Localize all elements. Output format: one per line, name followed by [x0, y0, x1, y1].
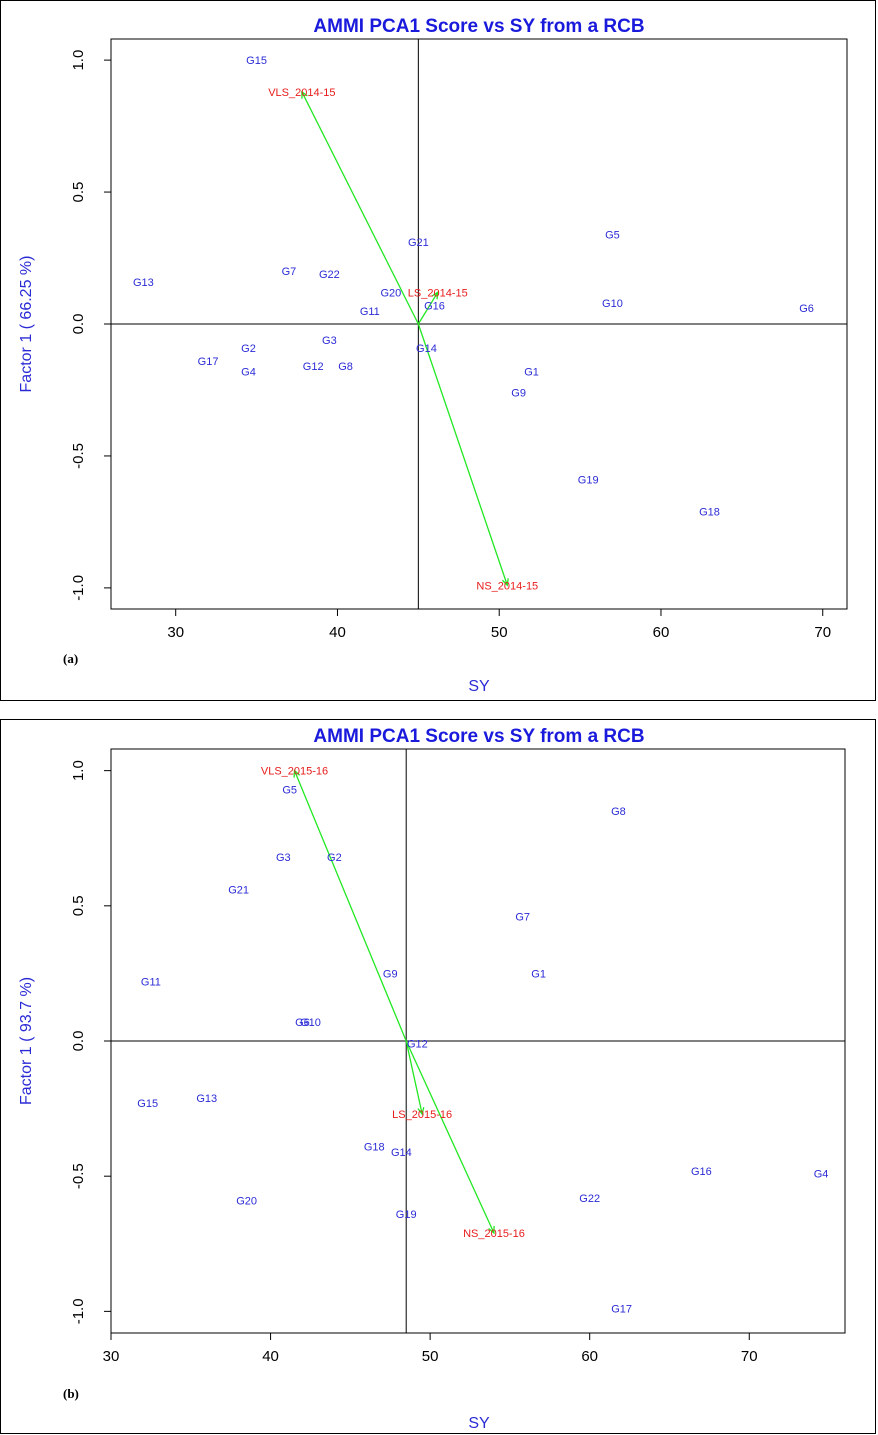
panel-tag: (b): [63, 1386, 79, 1401]
genotype-label: G8: [611, 806, 626, 818]
genotype-label: G2: [241, 343, 256, 355]
genotype-label: G9: [383, 968, 398, 980]
genotype-label: G3: [322, 335, 337, 347]
genotype-label: G13: [196, 1093, 217, 1105]
genotype-label: G22: [319, 269, 340, 281]
genotype-label: G5: [282, 785, 297, 797]
environment-vector: [417, 323, 508, 586]
genotype-label: G16: [691, 1166, 712, 1178]
y-tick-label: 0.0: [70, 314, 87, 335]
genotype-label: G9: [511, 388, 526, 400]
genotype-label: G12: [407, 1039, 428, 1051]
chart-panel-b: AMMI PCA1 Score vs SY from a RCB 30 40 50 6…: [0, 719, 876, 1434]
environment-label: LS_2014-15: [408, 287, 468, 299]
genotype-label: G18: [364, 1141, 385, 1153]
x-axis-label: SY: [468, 678, 490, 695]
vector-arrowhead: [301, 90, 308, 99]
genotype-label: G21: [408, 237, 429, 249]
genotype-label: G17: [198, 356, 219, 368]
chart-a-svg: AMMI PCA1 Score vs SY from a RCB 30 40 50 6…: [18, 16, 848, 695]
genotype-label: G10: [300, 1017, 321, 1029]
environment-label: NS_2015-16: [463, 1228, 525, 1240]
genotype-label: G14: [416, 343, 437, 355]
chart-panel-a: AMMI PCA1 Score vs SY from a RCB 30 40 50 6…: [0, 0, 876, 701]
vector-arrowhead: [417, 1107, 425, 1116]
genotype-label: G7: [282, 266, 297, 278]
genotype-label: G19: [578, 475, 599, 487]
genotype-label: G10: [602, 298, 623, 310]
y-axis-label: Factor 1 ( 93.7 %): [18, 977, 35, 1105]
y-tick-label: 1.0: [70, 50, 87, 71]
genotype-label: G22: [579, 1193, 600, 1205]
vector-arrowhead: [488, 1225, 495, 1235]
y-axis-label: Factor 1 ( 66.25 %): [18, 256, 35, 393]
x-tick-label: 60: [581, 1348, 598, 1365]
chart-title: AMMI PCA1 Score vs SY from a RCB: [313, 16, 644, 37]
y-tick-label: -0.5: [70, 1163, 87, 1189]
x-tick-label: 30: [103, 1348, 120, 1365]
x-axis-label: SY: [468, 1415, 490, 1432]
x-tick-label: 50: [422, 1348, 439, 1365]
genotype-label: G8: [338, 361, 353, 373]
environment-vector: [405, 1040, 495, 1234]
x-tick-label: 30: [167, 624, 184, 641]
genotype-label: G18: [699, 506, 720, 518]
genotype-label: G14: [391, 1147, 412, 1159]
genotype-label: G20: [380, 287, 401, 299]
y-tick-label: 1.0: [70, 760, 87, 781]
genotype-label: G19: [396, 1209, 417, 1221]
panel-tag: (a): [63, 651, 78, 666]
y-tick-label: -1.0: [70, 1298, 87, 1324]
x-tick-label: 40: [262, 1348, 279, 1365]
genotype-label: G5: [605, 229, 620, 241]
genotype-label: G12: [303, 361, 324, 373]
genotype-label: G15: [246, 55, 267, 67]
genotype-label: G4: [814, 1168, 829, 1180]
genotype-label: G3: [276, 852, 291, 864]
genotype-label: G7: [515, 912, 530, 924]
genotype-label: G15: [137, 1098, 158, 1110]
chart-b-svg: AMMI PCA1 Score vs SY from a RCB 30 40 50 6…: [18, 726, 846, 1432]
chart-title: AMMI PCA1 Score vs SY from a RCB: [313, 726, 644, 747]
y-tick-label: 0.5: [70, 895, 87, 916]
x-tick-label: 50: [491, 624, 508, 641]
vector-arrowhead: [501, 578, 509, 587]
x-tick-label: 40: [329, 624, 346, 641]
genotype-label: G1: [531, 968, 546, 980]
genotype-label: G11: [360, 306, 380, 318]
environment-label: VLS_2015-16: [261, 766, 328, 778]
y-tick-label: 0.5: [70, 182, 87, 203]
vector-arrowhead: [293, 769, 301, 778]
y-tick-label: -1.0: [70, 575, 87, 601]
x-tick-label: 70: [741, 1348, 758, 1365]
genotype-label: G11: [141, 977, 161, 989]
x-tick-label: 70: [814, 624, 831, 641]
vector-arrowhead: [431, 291, 439, 300]
environment-vector: [293, 770, 407, 1042]
genotype-label: G6: [295, 1017, 310, 1029]
environment-label: LS_2015-16: [392, 1109, 452, 1121]
y-tick-label: -0.5: [70, 443, 87, 469]
genotype-label: G4: [241, 367, 256, 379]
genotype-label: G16: [424, 301, 445, 313]
environment-vector: [301, 91, 419, 325]
y-tick-label: 0.0: [70, 1031, 87, 1052]
genotype-label: G20: [236, 1196, 257, 1208]
environment-vector: [417, 291, 439, 325]
genotype-label: G2: [327, 852, 342, 864]
genotype-label: G1: [524, 367, 539, 379]
environment-vector: [405, 1040, 423, 1115]
genotype-label: G13: [133, 277, 154, 289]
genotype-label: G17: [611, 1304, 632, 1316]
environment-label: VLS_2014-15: [268, 87, 335, 99]
environment-label: NS_2014-15: [476, 580, 538, 592]
x-tick-label: 60: [653, 624, 670, 641]
genotype-label: G21: [228, 885, 249, 897]
genotype-label: G6: [799, 303, 814, 315]
